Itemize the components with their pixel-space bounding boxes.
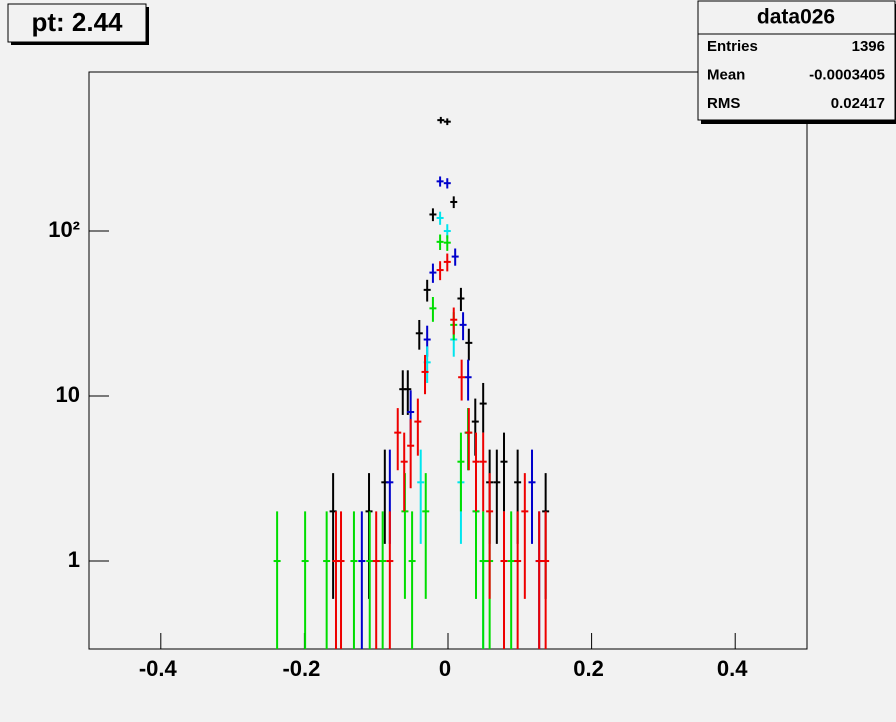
frame: [88, 71, 808, 650]
x-tick-label: -0.2: [282, 656, 320, 681]
stats-value: 0.02417: [831, 95, 885, 112]
title-box: [7, 3, 147, 43]
stats-box: [697, 0, 896, 121]
stats-label: Mean: [707, 66, 745, 83]
x-tick-label: 0.4: [717, 656, 748, 681]
chart-title: pt: 2.44: [31, 7, 123, 37]
stats-label: Entries: [707, 38, 758, 55]
stats-value: -0.0003405: [809, 66, 885, 83]
y-tick-label: 10²: [48, 217, 80, 242]
x-tick-label: -0.4: [139, 656, 178, 681]
y-tick-label: 10: [56, 382, 80, 407]
stats-label: RMS: [707, 95, 740, 112]
stats-title: data026: [757, 6, 835, 29]
stats-value: 1396: [852, 38, 885, 55]
x-tick-label: 0.2: [573, 656, 604, 681]
x-tick-label: 0: [439, 656, 451, 681]
y-tick-label: 1: [68, 547, 80, 572]
